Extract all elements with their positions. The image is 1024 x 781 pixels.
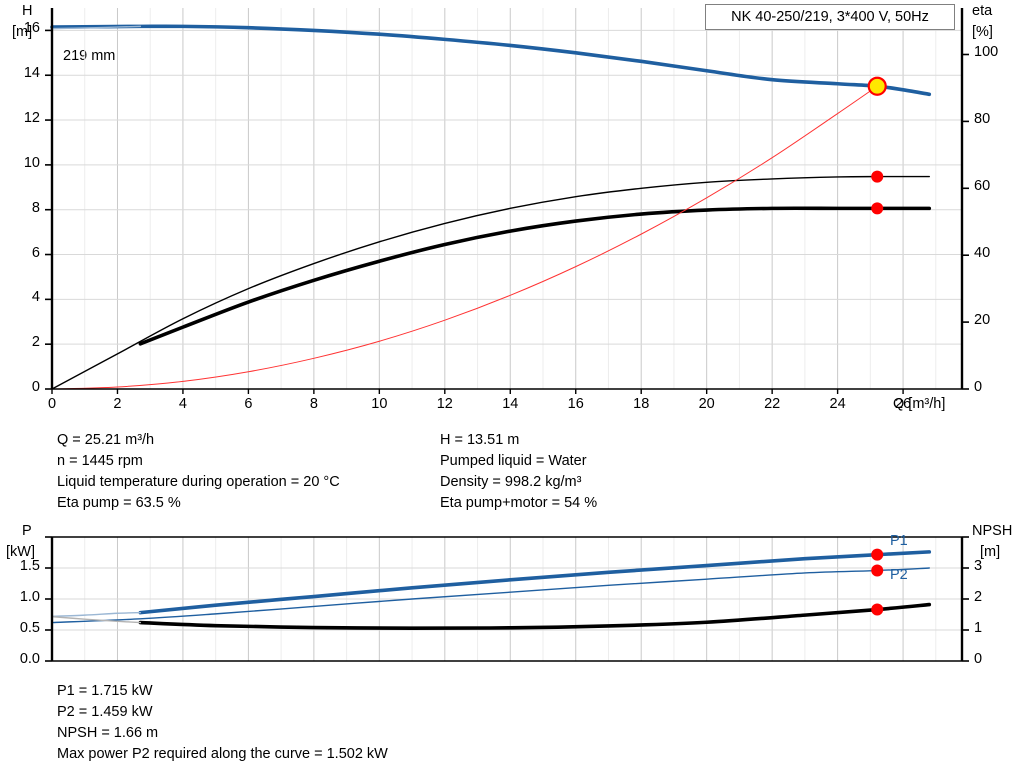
main-y2-tick: 100 [974,44,999,61]
power-info-line: P2 = 1.459 kW [57,704,153,720]
main-y-tick: 6 [31,244,40,261]
lower-chart-gridlines [51,536,962,662]
main-y-tick: 14 [23,65,40,82]
lower-y-tick: 1.0 [19,589,40,605]
main-chart-axes [45,8,969,394]
main-x-tick: 26 [895,396,912,412]
main-y-tick: 8 [31,199,40,216]
lower-chart-svg [45,536,969,662]
duty-info-line: H = 13.51 m [440,432,520,448]
main-chart-gridlines [51,8,962,390]
duty-info-left-column: Q = 25.21 m³/h n = 1445 rpm Liquid tempe… [57,430,340,514]
main-y2-tick: 80 [974,111,991,128]
lower-y-tick: 1.5 [19,558,40,574]
main-chart-curves [50,24,932,390]
main-x-axis-title: Q [m³/h] [893,396,946,412]
power-info-line: NPSH = 1.66 m [57,725,159,741]
main-x-tick: 20 [698,396,715,412]
lower-chart-curves [51,550,932,630]
lower-series-label-p1: P1 [889,533,908,550]
lower-y2-tick: 1 [974,620,983,636]
lower-y2-tick: 2 [974,589,983,605]
power-info-block: P1 = 1.715 kW P2 = 1.459 kW NPSH = 1.66 … [57,681,388,765]
main-y-tick: 4 [31,289,40,306]
impeller-diameter-label: 219 mm [63,48,116,64]
duty-info-line: Eta pump = 63.5 % [57,495,181,511]
main-y2-tick: 0 [974,379,983,395]
main-x-tick: 16 [567,396,584,412]
main-chart-svg [45,8,969,394]
main-y2-tick: 40 [974,245,991,262]
main-x-tick: 18 [633,396,650,412]
lower-y-axis-title: P [22,523,32,539]
main-x-tick: 10 [371,396,388,412]
head-eta-chart: H [m] eta [%] 219 mm Q [m³/h] 0 2 4 6 8 10 12 1… [12,3,999,412]
main-x-tick: 4 [178,396,187,412]
lower-y2-tick: 0 [974,651,983,667]
main-y2-axis-title: eta [972,3,993,19]
duty-info-line: Liquid temperature during operation = 20… [57,474,340,490]
lower-chart-axes [45,536,969,662]
duty-info-right-column: H = 13.51 m Pumped liquid = Water Densit… [440,430,597,514]
main-y2-tick: 60 [974,178,991,195]
main-x-tick: 14 [502,396,519,412]
pump-title-text: NK 40-250/219, 3*400 V, 50Hz [731,9,929,25]
lower-y-axis-unit: [kW] [6,544,35,560]
lower-y2-tick: 3 [974,558,983,574]
lower-y-tick: 0.5 [19,620,40,636]
pump-title-box: NK 40-250/219, 3*400 V, 50Hz [705,4,955,30]
main-y-axis-unit: [m] [12,24,33,40]
main-x-tick: 0 [47,396,57,412]
main-x-tick: 8 [309,396,318,412]
power-info-line: Max power P2 required along the curve = … [57,746,388,762]
lower-y2-axis-title: NPSH [972,523,1013,539]
lower-series-label-p2: P2 [889,567,908,584]
duty-info-line: Eta pump+motor = 54 % [440,495,598,511]
duty-info-line: Q = 25.21 m³/h [57,432,155,448]
lower-y2-axis-unit: [m] [980,544,1001,560]
main-chart-markers [867,76,887,215]
main-x-tick: 24 [829,396,846,412]
main-y-tick: 12 [23,110,40,127]
main-y-tick: 16 [23,20,40,37]
main-y-tick: 0 [31,379,40,395]
main-y2-tick: 20 [974,312,991,329]
main-y-axis-title: H [22,3,33,19]
main-y-tick: 10 [23,154,40,171]
main-x-tick: 6 [244,396,253,412]
lower-y-tick: 0.0 [19,651,40,667]
main-y-tick: 2 [31,334,40,351]
main-y2-axis-unit: [%] [972,24,993,40]
duty-info-line: Pumped liquid = Water [440,453,587,469]
power-info-line: P1 = 1.715 kW [57,683,153,699]
lower-chart-markers [871,548,884,616]
main-x-tick: 12 [436,396,453,412]
duty-info-line: n = 1445 rpm [57,453,143,469]
main-x-tick: 2 [113,396,122,412]
power-npsh-chart: P [kW] NPSH [m] 0.0 0.5 1.0 1.5 0 1 2 3 P1 P2 [0,515,1024,680]
duty-info-line: Density = 998.2 kg/m³ [440,474,582,490]
main-x-tick: 22 [764,396,781,412]
